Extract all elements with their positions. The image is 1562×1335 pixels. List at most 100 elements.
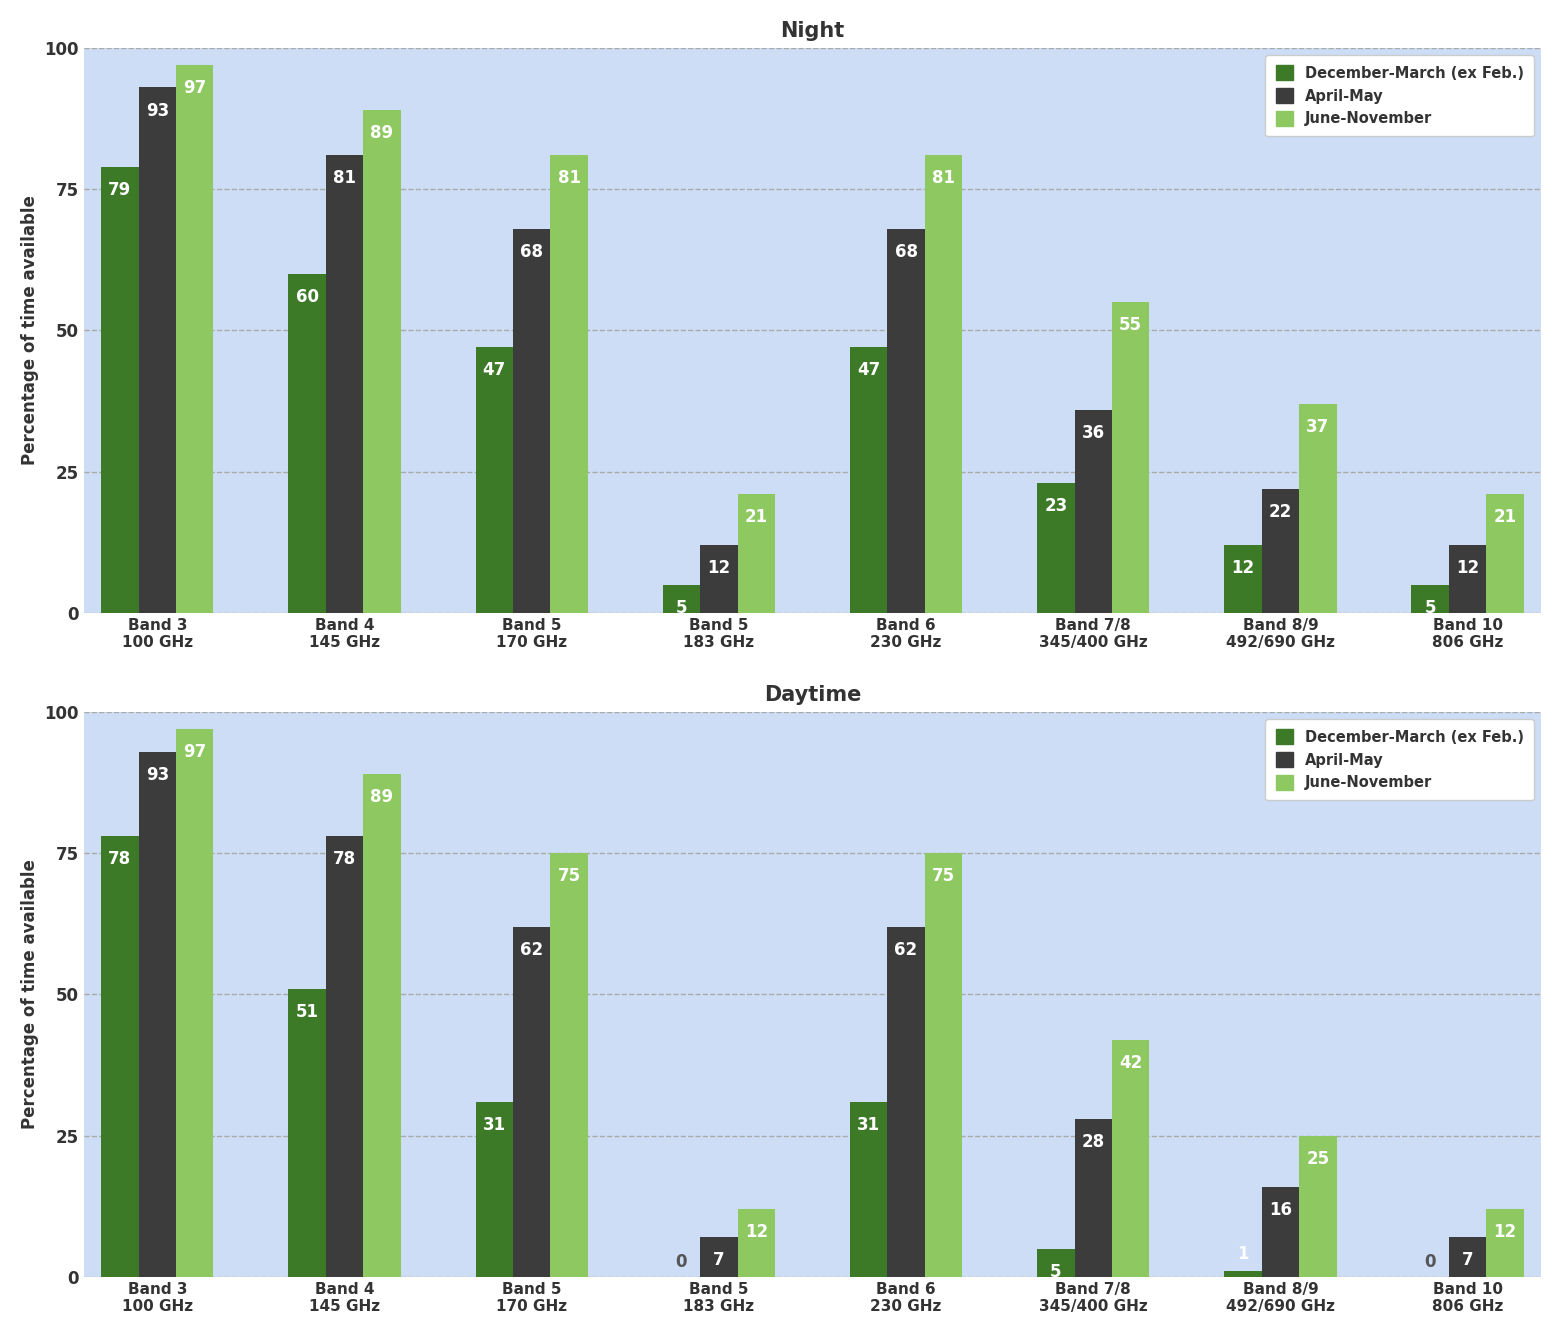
Bar [1075,410,1112,613]
Bar [289,989,326,1276]
Bar [177,729,214,1276]
Bar [1225,1271,1262,1276]
Bar [850,1101,887,1276]
Text: 75: 75 [558,868,581,885]
Text: 62: 62 [895,941,917,959]
Text: 12: 12 [745,1223,769,1242]
Text: 81: 81 [333,170,356,187]
Bar [737,1210,775,1276]
Bar [1262,1187,1300,1276]
Bar [1487,494,1525,613]
Bar [475,1101,512,1276]
Bar [700,545,737,613]
Bar [1487,1210,1525,1276]
Text: 51: 51 [295,1003,319,1021]
Text: 31: 31 [858,1116,879,1133]
Bar [1450,545,1487,613]
Text: 21: 21 [1493,509,1517,526]
Text: 97: 97 [183,744,206,761]
Bar [1225,545,1262,613]
Bar [925,853,962,1276]
Bar [512,228,550,613]
Text: 93: 93 [145,101,169,120]
Bar [177,65,214,613]
Text: 12: 12 [708,559,731,577]
Text: 37: 37 [1306,418,1329,437]
Y-axis label: Percentage of time available: Percentage of time available [20,860,39,1129]
Bar [1037,1248,1075,1276]
Text: 0: 0 [1425,1254,1435,1271]
Text: 78: 78 [333,850,356,868]
Bar [925,155,962,613]
Bar [1450,1238,1487,1276]
Bar [364,774,400,1276]
Text: 47: 47 [483,362,506,379]
Bar [550,853,587,1276]
Text: 79: 79 [108,180,131,199]
Text: 1: 1 [1237,1244,1248,1263]
Bar [1112,1040,1150,1276]
Text: 12: 12 [1493,1223,1517,1242]
Bar [1300,405,1337,613]
Text: 75: 75 [933,868,954,885]
Bar [364,109,400,613]
Bar [326,836,364,1276]
Bar [139,88,177,613]
Text: 23: 23 [1043,497,1067,515]
Legend: December-March (ex Feb.), April-May, June-November: December-March (ex Feb.), April-May, Jun… [1265,55,1534,136]
Y-axis label: Percentage of time available: Percentage of time available [20,195,39,466]
Bar [887,228,925,613]
Text: 78: 78 [108,850,131,868]
Bar [1300,1136,1337,1276]
Text: 31: 31 [483,1116,506,1133]
Text: 5: 5 [1050,1263,1062,1280]
Title: Daytime: Daytime [764,685,861,705]
Bar [850,347,887,613]
Text: 60: 60 [295,288,319,306]
Text: 21: 21 [745,509,769,526]
Text: 42: 42 [1118,1053,1142,1072]
Bar [102,836,139,1276]
Text: 5: 5 [1425,599,1435,617]
Bar [1112,302,1150,613]
Text: 7: 7 [712,1251,725,1270]
Bar [1262,489,1300,613]
Text: 22: 22 [1268,503,1292,521]
Text: 81: 81 [558,170,581,187]
Bar [326,155,364,613]
Bar [475,347,512,613]
Bar [289,274,326,613]
Bar [102,167,139,613]
Text: 5: 5 [676,599,687,617]
Text: 25: 25 [1306,1149,1329,1168]
Bar [887,926,925,1276]
Text: 0: 0 [676,1254,687,1271]
Bar [1412,585,1450,613]
Text: 55: 55 [1120,316,1142,334]
Text: 36: 36 [1081,423,1104,442]
Text: 89: 89 [370,788,394,806]
Text: 7: 7 [1462,1251,1473,1270]
Text: 12: 12 [1456,559,1479,577]
Bar [139,752,177,1276]
Text: 47: 47 [858,362,881,379]
Bar [550,155,587,613]
Bar [1075,1119,1112,1276]
Text: 93: 93 [145,766,169,784]
Legend: December-March (ex Feb.), April-May, June-November: December-March (ex Feb.), April-May, Jun… [1265,720,1534,801]
Text: 16: 16 [1268,1200,1292,1219]
Text: 68: 68 [895,243,917,260]
Bar [512,926,550,1276]
Text: 28: 28 [1081,1133,1104,1151]
Text: 97: 97 [183,79,206,97]
Bar [700,1238,737,1276]
Text: 68: 68 [520,243,544,260]
Title: Night: Night [781,21,845,41]
Text: 81: 81 [933,170,954,187]
Bar [662,585,700,613]
Text: 89: 89 [370,124,394,143]
Text: 62: 62 [520,941,544,959]
Bar [1037,483,1075,613]
Text: 12: 12 [1231,559,1254,577]
Bar [737,494,775,613]
